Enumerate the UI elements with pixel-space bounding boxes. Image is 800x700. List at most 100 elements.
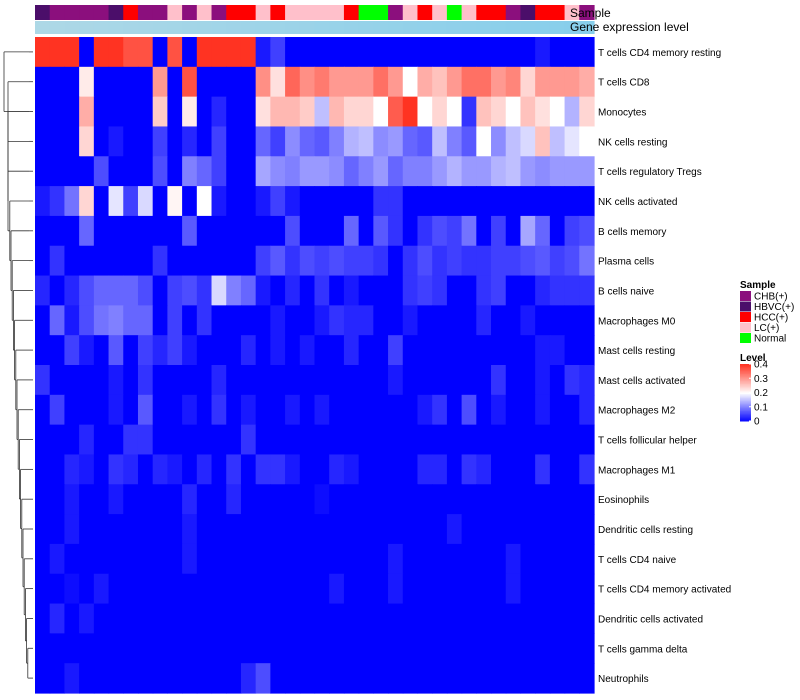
heatmap-cell [549,245,566,277]
heatmap-cell [196,514,213,545]
heatmap-cell [579,66,595,98]
heatmap-cell [343,603,360,634]
row-label: T cells CD4 memory activated [598,585,731,596]
heatmap-cell [255,365,271,396]
heatmap-cell [535,543,551,575]
heatmap-cell [285,37,301,68]
expression-annotation-cell [461,21,477,34]
heatmap-cell [329,37,345,68]
heatmap-cell [226,633,242,664]
heatmap-cell [182,573,198,605]
heatmap-cell [49,543,66,575]
sample-annotation-label: Sample [570,6,611,20]
heatmap-cell [240,394,257,426]
heatmap-cell [182,96,198,128]
heatmap-cell [270,603,286,634]
heatmap-cell [461,573,477,605]
heatmap-cell [505,156,522,187]
heatmap-cell [64,335,80,366]
row-label: NK cells resting [598,137,667,148]
heatmap-cell [152,186,168,217]
heatmap-cell [358,96,374,128]
level-legend-gradient-step [740,393,751,396]
heatmap-cell [402,603,419,634]
heatmap-cell [461,96,477,128]
heatmap-cell [35,365,51,396]
heatmap-cell [79,335,95,366]
heatmap-cell [446,66,463,98]
heatmap-cell [505,335,522,366]
heatmap-cell [520,484,536,515]
heatmap-cell [373,186,389,217]
expression-annotation-bar [35,21,595,34]
heatmap-cell [152,633,168,664]
heatmap-cell [108,424,124,456]
heatmap-cell [535,215,551,247]
heatmap-cell [505,394,522,426]
heatmap-cell [520,633,536,664]
heatmap-cell [549,543,566,575]
sample-legend-label: HBVC(+) [754,302,794,313]
level-legend-gradient-step [740,381,751,384]
heatmap-cell [93,394,110,426]
heatmap-cell [64,126,80,157]
heatmap-cell [108,603,124,634]
heatmap-cell [373,424,389,456]
heatmap-cell [79,215,95,247]
heatmap-cell [579,543,595,575]
heatmap-cell [240,603,257,634]
heatmap-cell [79,484,95,515]
heatmap-cell [388,603,404,634]
heatmap-cell [196,394,213,426]
heatmap-cell [35,126,51,157]
heatmap-cell [417,365,433,396]
heatmap-cell [329,126,345,157]
heatmap-cell [255,275,271,306]
heatmap-cell [417,573,433,605]
heatmap-cell [432,365,448,396]
expression-annotation-cell [152,21,168,34]
sample-annotation-cell [388,5,404,20]
heatmap-cell [476,126,492,157]
heatmap-cell [535,96,551,128]
heatmap-cell [240,663,257,694]
heatmap-cell [255,66,271,98]
heatmap-cell [299,543,316,575]
sample-annotation-cell [549,5,566,20]
heatmap-cell [226,335,242,366]
heatmap-cell [167,96,183,128]
heatmap-cell [196,275,213,306]
heatmap-cell [79,633,95,664]
heatmap-cell [520,305,536,336]
expression-annotation-cell [123,21,139,34]
heatmap-cell [461,275,477,306]
heatmap-cell [549,335,566,366]
heatmap-cell [226,424,242,456]
heatmap-cell [446,543,463,575]
heatmap-cell [579,633,595,664]
expression-annotation-cell [182,21,198,34]
heatmap-cell [491,245,507,277]
heatmap-cell [196,633,213,664]
heatmap-cell [476,335,492,366]
heatmap-cell [123,633,139,664]
heatmap-cell [564,484,580,515]
heatmap-cell [535,275,551,306]
level-legend-gradient-step [740,372,751,375]
heatmap-cell [64,245,80,277]
heatmap-cell [314,484,330,515]
heatmap-cell [461,424,477,456]
heatmap-cell [182,484,198,515]
sample-legend-items: CHB(+)HBVC(+)HCC(+)LC(+)Normal [740,291,794,345]
heatmap-cell [196,573,213,605]
heatmap-cell [211,96,227,128]
heatmap-cell [461,245,477,277]
heatmap-cell [255,573,271,605]
heatmap-cell [49,245,66,277]
sample-annotation-cell [535,5,551,20]
heatmap-cell [343,126,360,157]
heatmap-cell [226,454,242,485]
sample-annotation-cell [137,5,154,20]
heatmap-cell [123,215,139,247]
heatmap-cell [549,603,566,634]
